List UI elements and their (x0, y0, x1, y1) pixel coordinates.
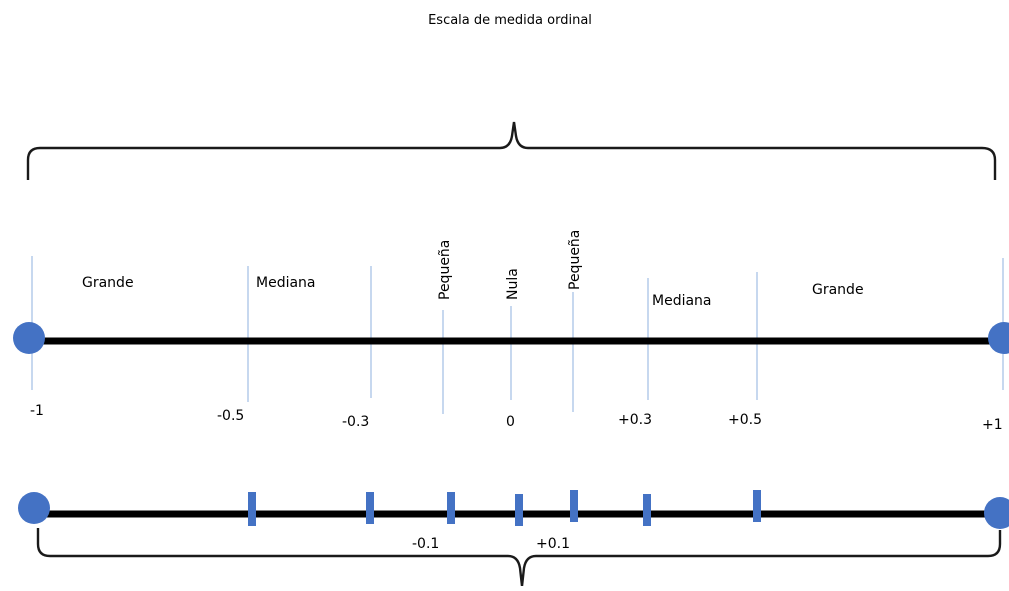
category-label-nula: Nula (505, 268, 521, 300)
tick-mark (753, 490, 761, 522)
lower-axis-ticks (248, 490, 761, 526)
tick-mark (515, 494, 523, 526)
scale-label: +0.3 (618, 412, 652, 428)
lower-label-minus: -0.1 (412, 536, 439, 552)
category-label-mediana-right: Mediana (652, 293, 712, 309)
tick-mark (447, 492, 455, 524)
category-label-grande-left: Grande (82, 275, 134, 291)
tick-mark (366, 492, 374, 524)
category-label-mediana-left: Mediana (256, 275, 316, 291)
right-endpoint-dot (988, 322, 1009, 354)
scale-label: -0.3 (342, 414, 369, 430)
scale-label: -1 (30, 403, 44, 419)
scale-label: -0.5 (217, 408, 244, 424)
tick-mark (248, 492, 256, 526)
lower-right-endpoint-dot (984, 497, 1009, 529)
scale-label: +0.5 (728, 412, 762, 428)
bottom-brace (36, 528, 1002, 587)
lower-left-endpoint-dot (18, 492, 50, 524)
lower-label-plus: +0.1 (536, 536, 570, 552)
left-endpoint-dot (13, 322, 45, 354)
scale-label: +1 (982, 417, 1003, 433)
tick-mark (570, 490, 578, 522)
category-label-pequena-left: Pequeña (437, 240, 453, 300)
tick-mark (643, 494, 651, 526)
top-brace (26, 121, 997, 180)
scale-label: 0 (506, 414, 515, 430)
diagram-title: Escala de medida ordinal (428, 13, 592, 28)
category-label-pequena-right: Pequeña (567, 230, 583, 290)
category-label-grande-right: Grande (812, 282, 864, 298)
